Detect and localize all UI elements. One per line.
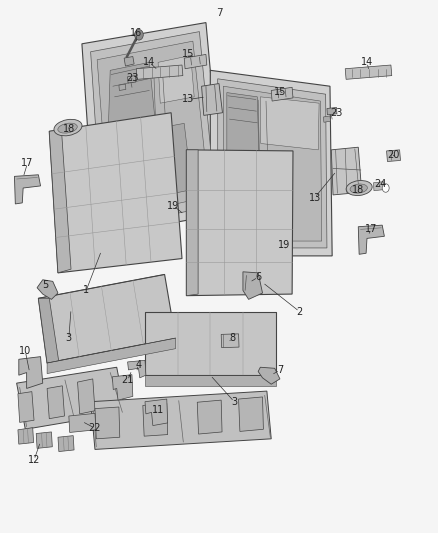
Text: 16: 16 <box>130 28 142 38</box>
Text: 19: 19 <box>278 240 290 251</box>
Polygon shape <box>127 76 136 83</box>
Polygon shape <box>39 298 59 363</box>
Polygon shape <box>82 22 223 237</box>
Polygon shape <box>260 97 319 150</box>
Polygon shape <box>119 84 126 91</box>
Text: 23: 23 <box>330 108 343 118</box>
Polygon shape <box>58 435 74 451</box>
Polygon shape <box>323 116 330 122</box>
Text: 10: 10 <box>19 346 32 357</box>
Polygon shape <box>145 375 276 386</box>
Polygon shape <box>197 400 222 434</box>
Text: 7: 7 <box>215 8 223 18</box>
Text: 3: 3 <box>231 397 237 407</box>
Polygon shape <box>243 272 262 300</box>
Text: 17: 17 <box>21 158 34 168</box>
Text: 15: 15 <box>274 86 286 96</box>
Text: 19: 19 <box>167 200 180 211</box>
Polygon shape <box>218 79 327 248</box>
Text: 14: 14 <box>143 58 155 67</box>
Polygon shape <box>145 399 168 425</box>
Text: 13: 13 <box>182 94 194 104</box>
Polygon shape <box>184 54 207 69</box>
Text: 24: 24 <box>374 179 386 189</box>
Polygon shape <box>69 414 96 432</box>
Ellipse shape <box>58 123 77 133</box>
Polygon shape <box>91 391 271 449</box>
Polygon shape <box>124 56 134 66</box>
Text: 15: 15 <box>182 50 195 59</box>
Polygon shape <box>387 150 400 161</box>
Polygon shape <box>106 62 192 207</box>
Text: 22: 22 <box>89 423 101 433</box>
Ellipse shape <box>350 184 367 193</box>
Polygon shape <box>19 357 43 389</box>
Text: 18: 18 <box>352 184 364 195</box>
Polygon shape <box>91 31 216 228</box>
Polygon shape <box>186 150 198 296</box>
Circle shape <box>382 184 389 192</box>
Text: 4: 4 <box>135 360 141 369</box>
Polygon shape <box>223 86 322 241</box>
Polygon shape <box>47 386 64 419</box>
Polygon shape <box>49 113 182 273</box>
Polygon shape <box>327 108 337 115</box>
Polygon shape <box>18 427 34 444</box>
Polygon shape <box>47 338 176 374</box>
Polygon shape <box>239 397 263 431</box>
Polygon shape <box>97 41 209 219</box>
Polygon shape <box>37 280 58 300</box>
Text: 7: 7 <box>277 365 283 375</box>
Text: 3: 3 <box>66 333 72 343</box>
Polygon shape <box>127 360 146 378</box>
Polygon shape <box>221 334 239 348</box>
Polygon shape <box>271 87 293 101</box>
Polygon shape <box>49 130 71 273</box>
Polygon shape <box>201 84 223 115</box>
Polygon shape <box>143 403 168 436</box>
Polygon shape <box>17 367 125 429</box>
Text: 11: 11 <box>152 405 164 415</box>
Text: 18: 18 <box>63 124 75 134</box>
Polygon shape <box>258 367 280 384</box>
Text: 1: 1 <box>83 285 89 295</box>
Polygon shape <box>39 274 176 363</box>
Ellipse shape <box>346 181 372 196</box>
Polygon shape <box>210 70 332 256</box>
Text: 2: 2 <box>297 306 303 317</box>
Circle shape <box>134 29 143 40</box>
Polygon shape <box>331 147 362 195</box>
Polygon shape <box>95 214 114 232</box>
Polygon shape <box>14 175 41 204</box>
Polygon shape <box>18 392 34 422</box>
Polygon shape <box>227 93 285 235</box>
Polygon shape <box>345 65 392 79</box>
Polygon shape <box>358 225 385 254</box>
Text: 5: 5 <box>42 280 48 290</box>
Text: 21: 21 <box>121 375 134 385</box>
Polygon shape <box>113 375 133 400</box>
Polygon shape <box>374 182 384 191</box>
Text: 20: 20 <box>387 150 399 160</box>
Text: 14: 14 <box>361 58 373 67</box>
Text: 23: 23 <box>126 73 138 83</box>
Polygon shape <box>145 312 276 375</box>
Ellipse shape <box>54 119 82 136</box>
Polygon shape <box>95 407 120 439</box>
Polygon shape <box>78 379 95 414</box>
Polygon shape <box>210 235 228 251</box>
Polygon shape <box>186 150 293 296</box>
Polygon shape <box>36 432 52 448</box>
Text: 8: 8 <box>229 333 235 343</box>
Text: 12: 12 <box>28 455 40 465</box>
Text: 17: 17 <box>365 224 378 235</box>
Polygon shape <box>158 55 194 103</box>
Polygon shape <box>136 65 183 79</box>
Text: 6: 6 <box>255 272 261 282</box>
Text: 13: 13 <box>309 192 321 203</box>
